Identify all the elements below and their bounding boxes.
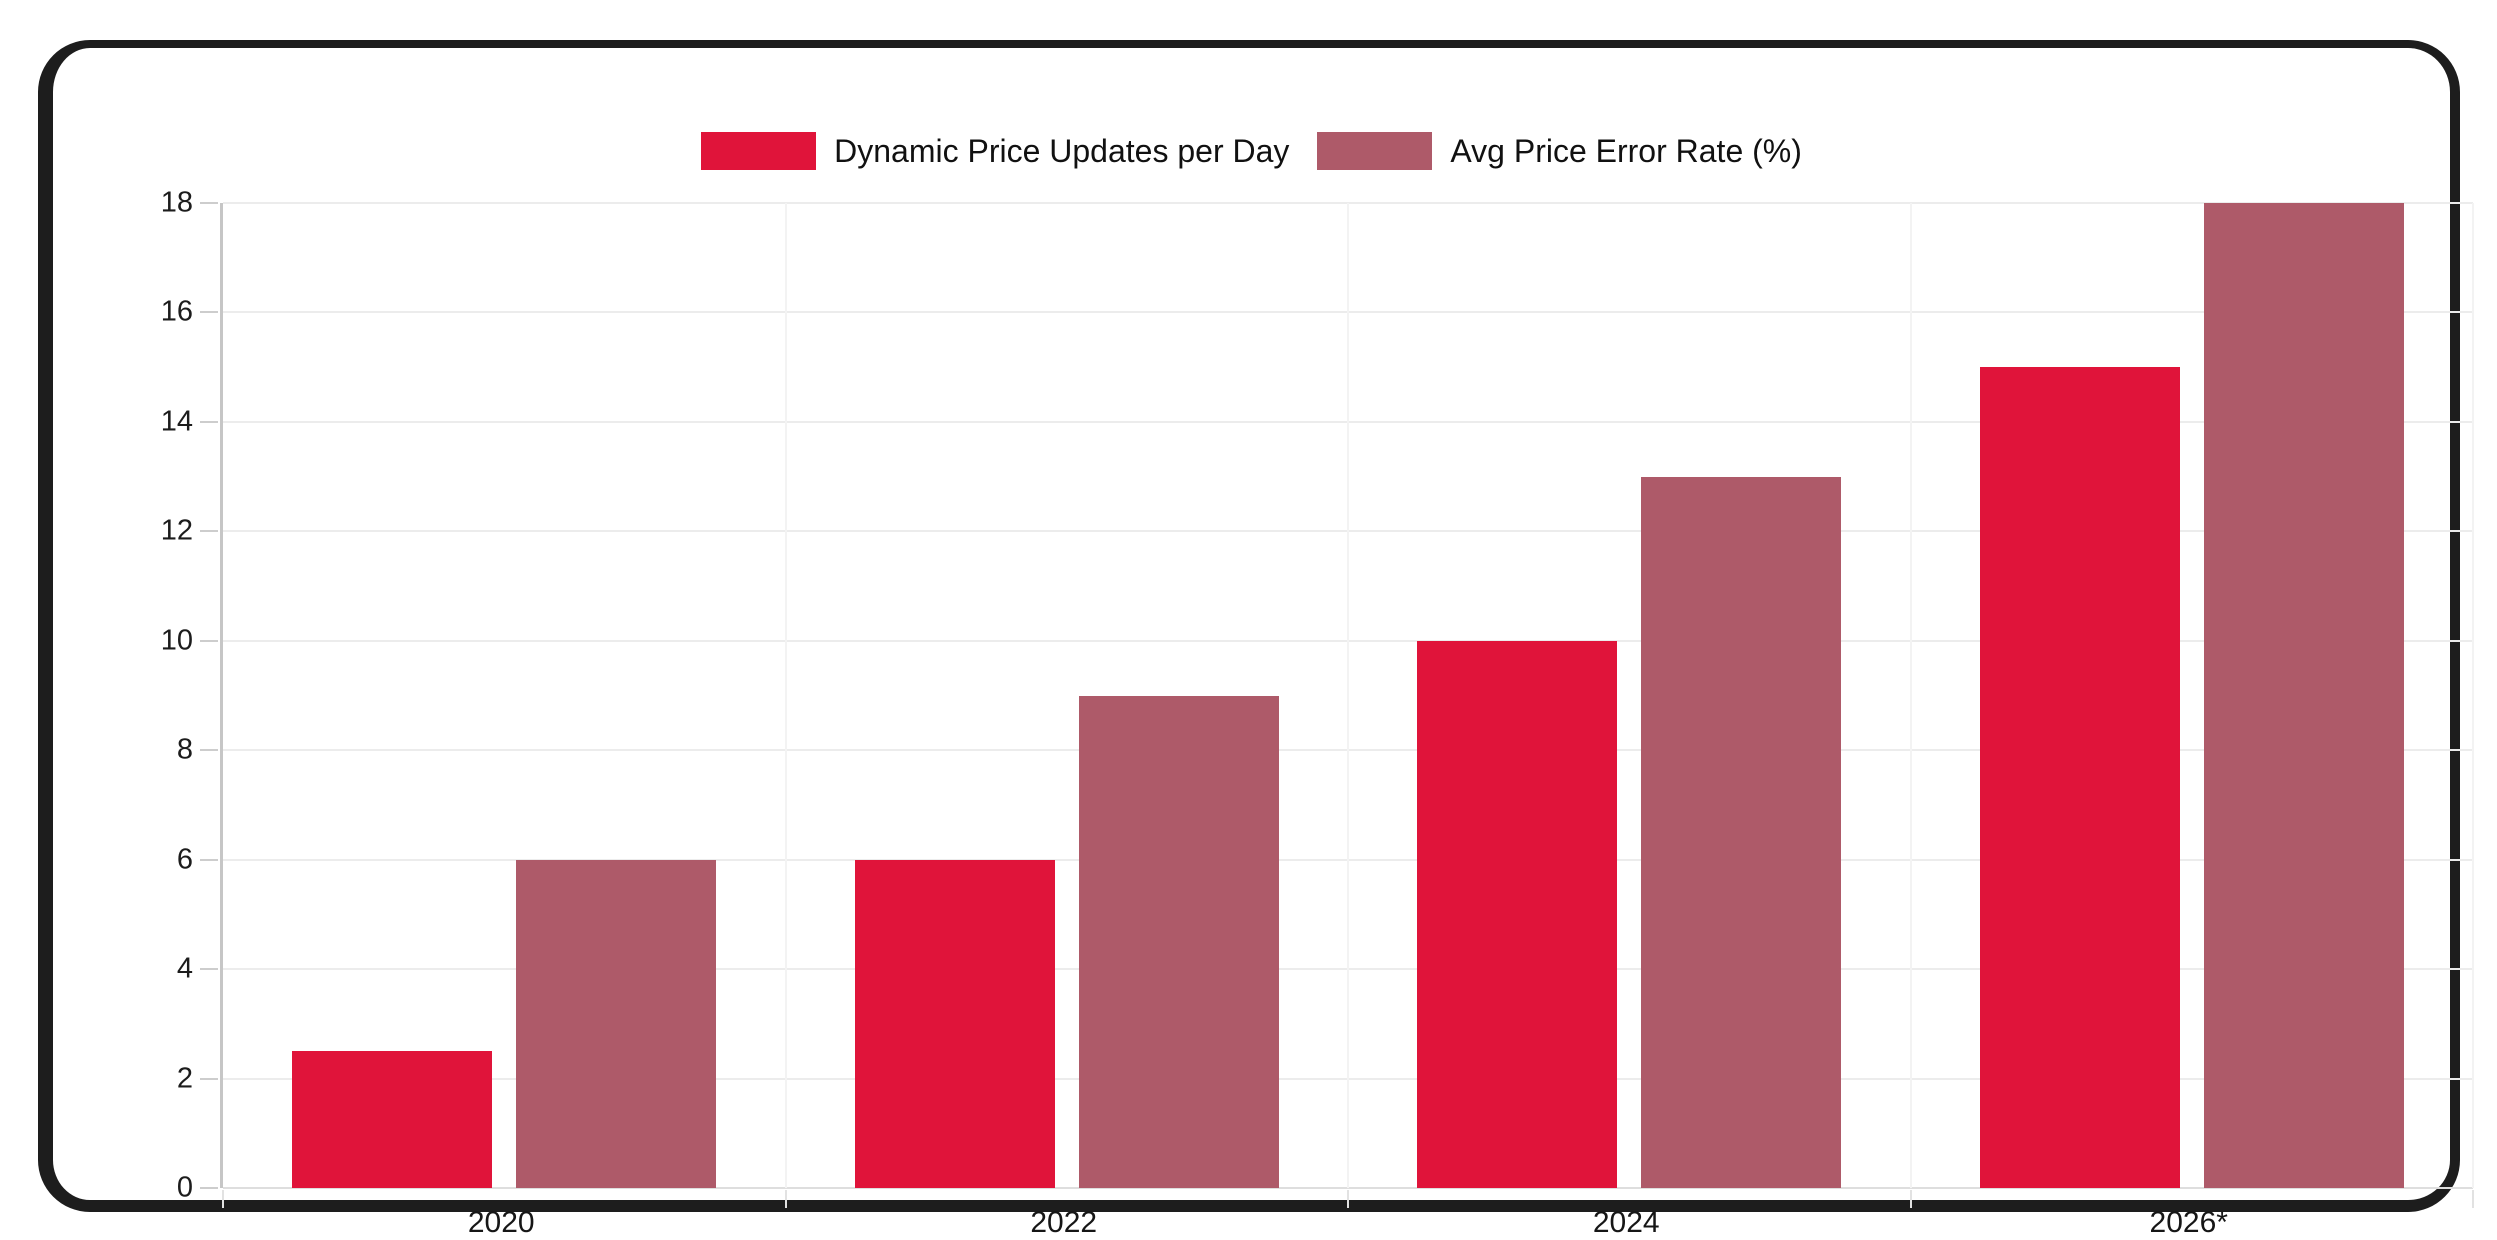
bar-group-2022	[786, 203, 1349, 1188]
y-axis-tick-label: 8	[176, 733, 193, 766]
y-axis-tick-label: 6	[176, 843, 193, 876]
legend-label: Avg Price Error Rate (%)	[1450, 132, 1802, 169]
bar-groups	[223, 203, 2473, 1188]
gridline-horizontal	[223, 1187, 2473, 1189]
legend-item-avg-price-error-rate[interactable]: Avg Price Error Rate (%)	[1317, 132, 1802, 170]
y-axis-tick-label: 14	[160, 405, 193, 438]
y-axis-tick-label: 0	[176, 1171, 193, 1204]
y-axis-tick-mark	[200, 1187, 218, 1189]
bar-group-2024	[1348, 203, 1911, 1188]
y-axis-tick-label: 4	[176, 952, 193, 985]
y-axis-tick-label: 2	[176, 1062, 193, 1095]
gridline-vertical	[2472, 203, 2474, 1188]
y-axis-tick-mark	[200, 420, 218, 423]
bar-group-2020	[223, 203, 786, 1188]
y-axis-tick-label: 10	[160, 624, 193, 657]
gridline-vertical	[784, 203, 787, 1188]
y-axis-tick-mark	[200, 202, 218, 204]
bar-avg-price-error-rate-2026	[2203, 203, 2404, 1188]
legend-label: Dynamic Price Updates per Day	[834, 132, 1290, 169]
legend-swatch-icon	[701, 132, 817, 170]
chart-legend: Dynamic Price Updates per Day Avg Price E…	[53, 132, 2450, 170]
bar-dynamic-price-updates-per-day-2020	[292, 1051, 493, 1188]
plot-area	[200, 202, 2474, 1208]
gridline-vertical	[1347, 203, 1349, 1188]
bar-avg-price-error-rate-2020	[516, 859, 717, 1188]
y-axis-tick-mark	[200, 311, 218, 314]
y-axis-tick-mark	[200, 968, 218, 971]
chart-card: Dynamic Price Updates per Day Avg Price E…	[38, 40, 2474, 1239]
gridline-vertical	[1909, 203, 1912, 1188]
y-axis-tick-mark	[200, 749, 218, 752]
y-axis-tick-mark	[200, 858, 218, 861]
legend-swatch-icon	[1317, 132, 1433, 170]
x-axis: 2020 2022 2024 2026*	[220, 1206, 2470, 1240]
x-axis-label-2022: 2022	[1030, 1206, 1098, 1239]
y-axis-tick-label: 12	[160, 514, 193, 547]
x-axis-tick-mark	[1347, 1190, 1349, 1208]
x-axis-tick-mark	[222, 1190, 224, 1208]
x-axis-label-2026: 2026*	[2149, 1206, 2228, 1239]
legend-item-dynamic-price-updates-per-day[interactable]: Dynamic Price Updates per Day	[701, 132, 1289, 170]
bar-avg-price-error-rate-2024	[1641, 476, 1842, 1188]
bar-dynamic-price-updates-per-day-2024	[1417, 640, 1618, 1188]
y-axis-tick-mark	[200, 1077, 218, 1080]
bar-group-2026	[1911, 203, 2474, 1188]
y-axis-tick-label: 16	[160, 295, 193, 328]
x-axis-tick-mark	[784, 1190, 787, 1208]
y-axis: 0 2 4 6 8 10 12 14 16 18	[53, 187, 193, 1204]
y-axis-tick-label: 18	[160, 186, 193, 219]
bar-avg-price-error-rate-2022	[1078, 695, 1279, 1188]
y-axis-tick-mark	[200, 639, 218, 642]
bar-dynamic-price-updates-per-day-2022	[854, 859, 1055, 1188]
y-axis-tick-mark	[200, 530, 218, 533]
x-axis-tick-mark	[2472, 1190, 2474, 1208]
x-axis-tick-mark	[1909, 1190, 1912, 1208]
x-axis-label-2020: 2020	[467, 1206, 535, 1239]
bar-dynamic-price-updates-per-day-2026	[1979, 367, 2180, 1188]
x-axis-label-2024: 2024	[1592, 1206, 1660, 1239]
